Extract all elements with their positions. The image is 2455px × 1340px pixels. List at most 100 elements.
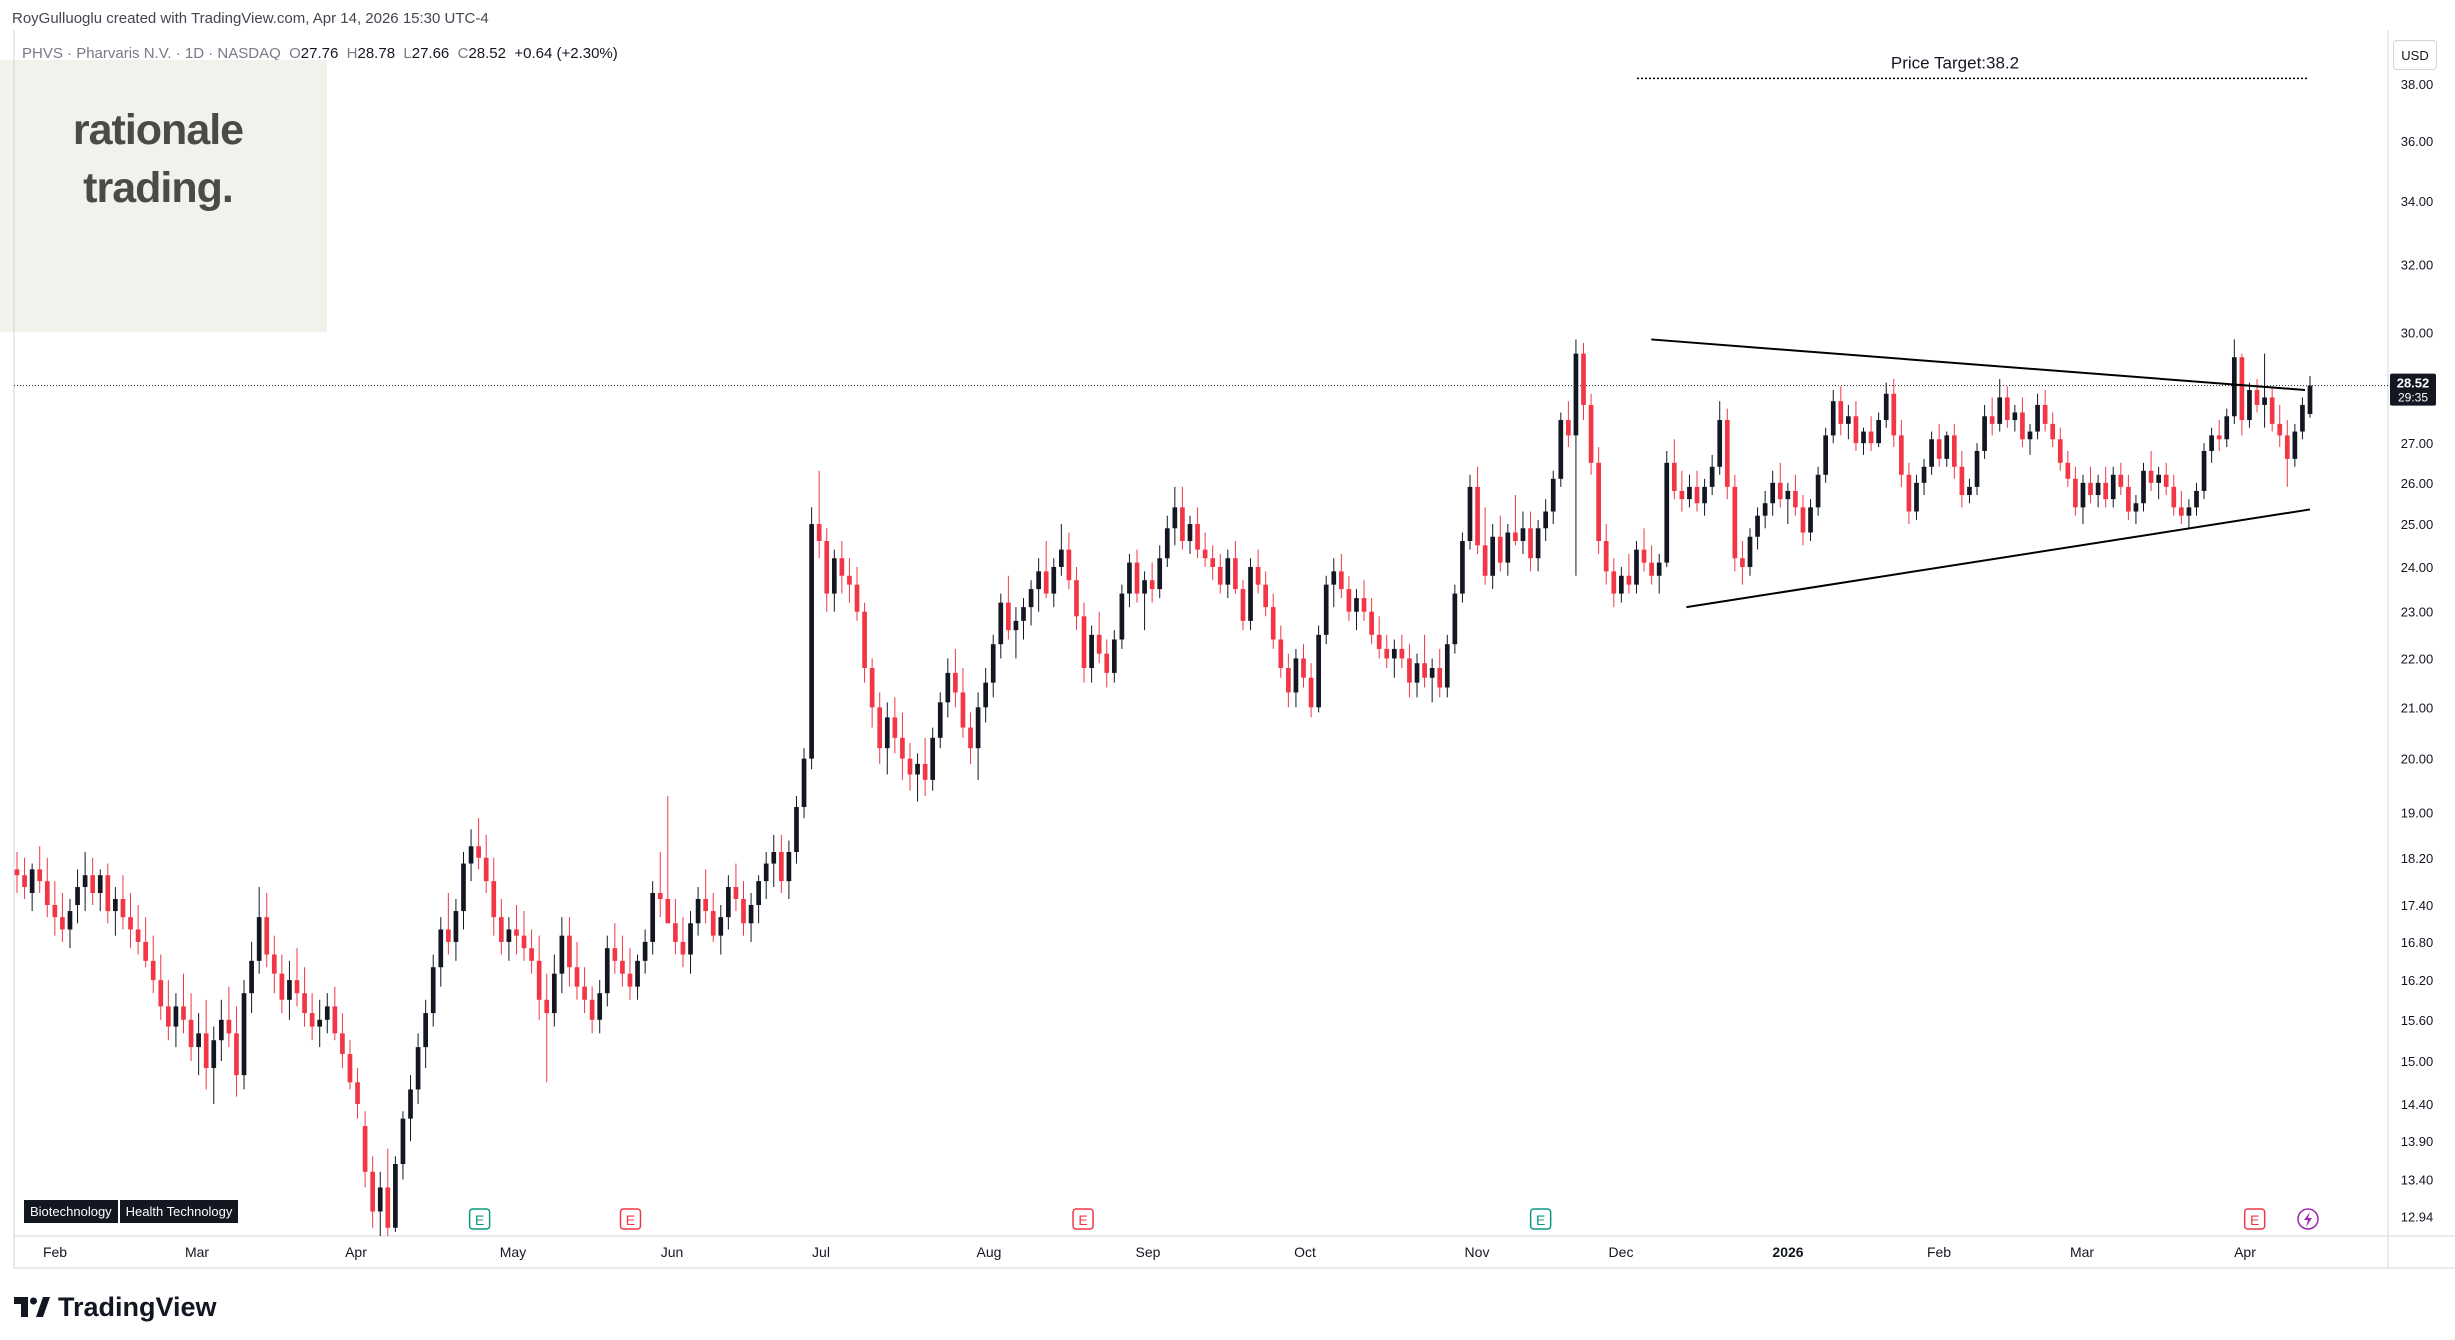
candle-body — [181, 1006, 186, 1020]
candle-body — [567, 935, 572, 968]
candle-body — [340, 1033, 345, 1055]
candle-body — [1944, 435, 1950, 459]
candle-body — [1490, 536, 1496, 576]
candle-body — [597, 993, 603, 1020]
candle-body — [1679, 490, 1685, 500]
tag-sector[interactable]: Biotechnology — [24, 1200, 118, 1223]
price-tick-label: 36.00 — [2401, 134, 2434, 149]
candle-body — [1724, 420, 1730, 487]
candle-body — [2171, 486, 2177, 508]
earnings-marker-icon — [468, 1208, 491, 1230]
candle-body — [1694, 486, 1700, 504]
tradingview-brand[interactable]: TradingView — [14, 1292, 217, 1323]
candle-body — [1391, 648, 1397, 659]
candle-body — [937, 702, 943, 738]
candle-body — [1777, 482, 1783, 500]
candle-body — [657, 893, 663, 899]
candle-body — [2133, 503, 2139, 512]
time-tick-label: Mar — [2070, 1244, 2094, 1260]
candle-body — [1437, 668, 1443, 688]
candle-body — [332, 1006, 338, 1034]
candle-body — [2050, 423, 2056, 440]
industry-tags: Biotechnology Health Technology — [24, 1200, 239, 1223]
candle-body — [234, 1033, 239, 1076]
candle-body — [1051, 566, 1057, 594]
earnings-marker-letter: E — [2250, 1212, 2259, 1228]
candle-body — [786, 852, 792, 882]
candle-body — [1747, 536, 1753, 567]
candle-body — [1043, 571, 1049, 594]
candle-body — [620, 960, 625, 974]
candle-body — [150, 960, 156, 981]
candle-body — [1603, 541, 1609, 572]
candle-body — [892, 717, 898, 738]
candle-body — [1134, 562, 1140, 594]
candle-body — [128, 917, 133, 930]
candle-body — [1187, 524, 1193, 542]
time-tick-label: Apr — [345, 1244, 367, 1260]
symbol-name: Pharvaris N.V. — [76, 45, 172, 62]
candle-body — [1422, 663, 1427, 678]
candle-body — [733, 887, 739, 899]
price-tick-label: 12.94 — [2401, 1209, 2434, 1224]
candle-body — [37, 869, 43, 882]
candle-body — [430, 967, 436, 1014]
price-tick-label: 32.00 — [2401, 258, 2434, 273]
time-tick-label: Jun — [661, 1244, 684, 1260]
exchange: NASDAQ — [217, 45, 281, 62]
candle-body — [604, 948, 610, 994]
candle-body — [105, 875, 111, 912]
candle-body — [688, 923, 693, 955]
candle-body — [2277, 423, 2283, 436]
candle-body — [143, 941, 148, 961]
candle-body — [1838, 401, 1844, 424]
watermark-logo: rationale trading. — [0, 60, 327, 332]
candle-body — [2156, 474, 2161, 483]
candle-body — [279, 973, 285, 1000]
candle-body — [763, 863, 769, 882]
tag-industry[interactable]: Health Technology — [119, 1200, 239, 1223]
open-value: 27.76 — [300, 45, 339, 62]
time-tick-label: Dec — [1609, 1244, 1634, 1260]
candle-body — [1407, 658, 1412, 683]
candle-body — [408, 1089, 413, 1119]
close-value: 28.52 — [468, 45, 506, 62]
candle-body — [1482, 545, 1488, 576]
candle-body — [2126, 486, 2131, 512]
candle-body — [173, 1006, 179, 1027]
last-price-value: 28.52 — [2397, 376, 2430, 391]
candle-body — [794, 807, 799, 853]
candle-body — [839, 558, 845, 576]
candle-body — [1429, 668, 1435, 678]
candle-body — [930, 737, 936, 780]
candle-body — [294, 980, 300, 994]
candle-body — [2148, 470, 2154, 483]
earnings-marker-icon — [1072, 1208, 1094, 1230]
candle-body — [1656, 562, 1662, 576]
time-tick-label: May — [500, 1244, 526, 1260]
candle-body — [1581, 353, 1586, 405]
ticker: PHVS — [22, 45, 63, 62]
price-tick-label: 23.00 — [2401, 605, 2434, 620]
time-tick-label: Aug — [977, 1244, 1002, 1260]
candle-body — [544, 999, 550, 1014]
currency-button[interactable]: USD — [2393, 40, 2437, 70]
candle-body — [1914, 482, 1919, 512]
symbol-info[interactable]: PHVS · Pharvaris N.V. · 1D · NASDAQ O27.… — [22, 45, 618, 62]
earnings-marker-icon — [2243, 1208, 2266, 1230]
candle-body — [1096, 634, 1102, 654]
candle-body — [113, 898, 118, 912]
candle-body — [884, 717, 890, 749]
candle-body — [2269, 397, 2275, 424]
price-tick-label: 16.20 — [2401, 973, 2434, 988]
candle-body — [1800, 507, 1806, 533]
credit-date: Apr 14, 2026 15:30 UTC-4 — [312, 10, 489, 27]
candle-body — [718, 917, 724, 936]
candle-body — [1210, 558, 1216, 567]
candle-body — [287, 980, 292, 1000]
candle-body — [2209, 435, 2214, 451]
price-tick-label: 20.00 — [2401, 752, 2434, 767]
trendline-lower — [1686, 508, 2311, 609]
candle-body — [536, 960, 542, 1000]
